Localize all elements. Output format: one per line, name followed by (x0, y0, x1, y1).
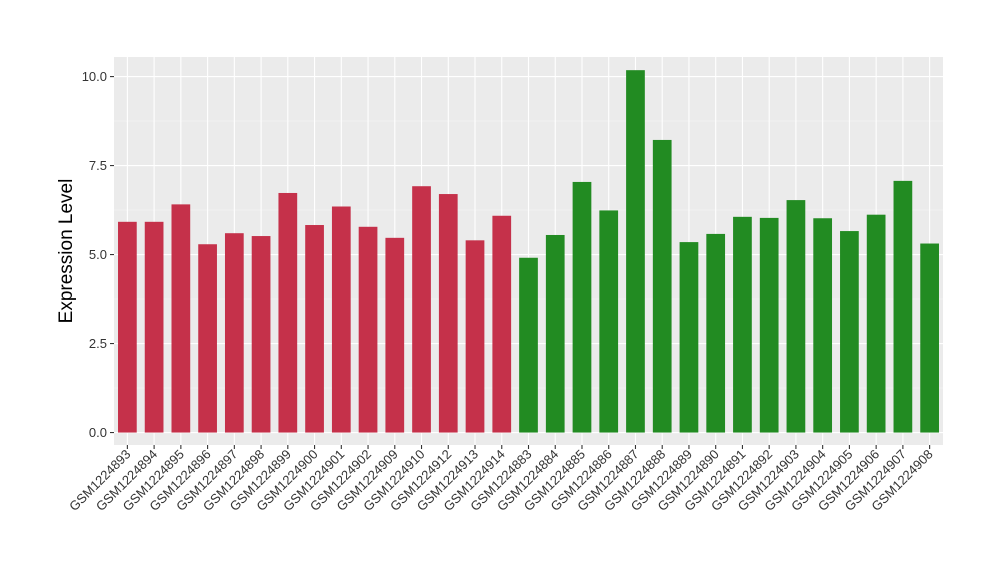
bar (893, 180, 913, 433)
bar (412, 186, 431, 433)
bar (118, 221, 137, 433)
bar (599, 210, 619, 433)
y-tick-label: 7.5 (89, 158, 107, 173)
y-tick-label: 0.0 (89, 425, 107, 440)
bars (118, 70, 939, 433)
bar (331, 206, 351, 433)
bar (278, 192, 298, 433)
bar (198, 244, 217, 433)
bar (545, 234, 565, 433)
bar (171, 204, 191, 433)
bar (759, 217, 779, 433)
bar (626, 70, 645, 433)
bar (465, 240, 485, 433)
bar (920, 243, 939, 433)
bar (866, 214, 886, 433)
y-axis: 0.0 2.5 5.0 7.5 10.0 (82, 69, 114, 440)
x-axis: GSM1224893GSM1224894GSM1224895GSM1224896… (66, 445, 936, 514)
bar (840, 231, 859, 433)
bar (385, 237, 405, 433)
bar (572, 181, 592, 433)
bar (224, 233, 244, 433)
bar (438, 194, 458, 433)
bar (358, 226, 378, 433)
bar (706, 233, 726, 433)
y-axis-title: Expression Level (56, 179, 77, 324)
bar (251, 236, 271, 433)
bar (305, 225, 324, 433)
y-tick-label: 5.0 (89, 247, 107, 262)
bar (652, 139, 672, 433)
bar (144, 221, 164, 433)
y-tick-label: 10.0 (82, 69, 107, 84)
bar (733, 216, 752, 433)
bar (492, 215, 512, 433)
bar (519, 257, 538, 433)
bar (679, 242, 699, 433)
y-tick-label: 2.5 (89, 336, 107, 351)
bar (813, 218, 833, 433)
bar (786, 200, 806, 433)
